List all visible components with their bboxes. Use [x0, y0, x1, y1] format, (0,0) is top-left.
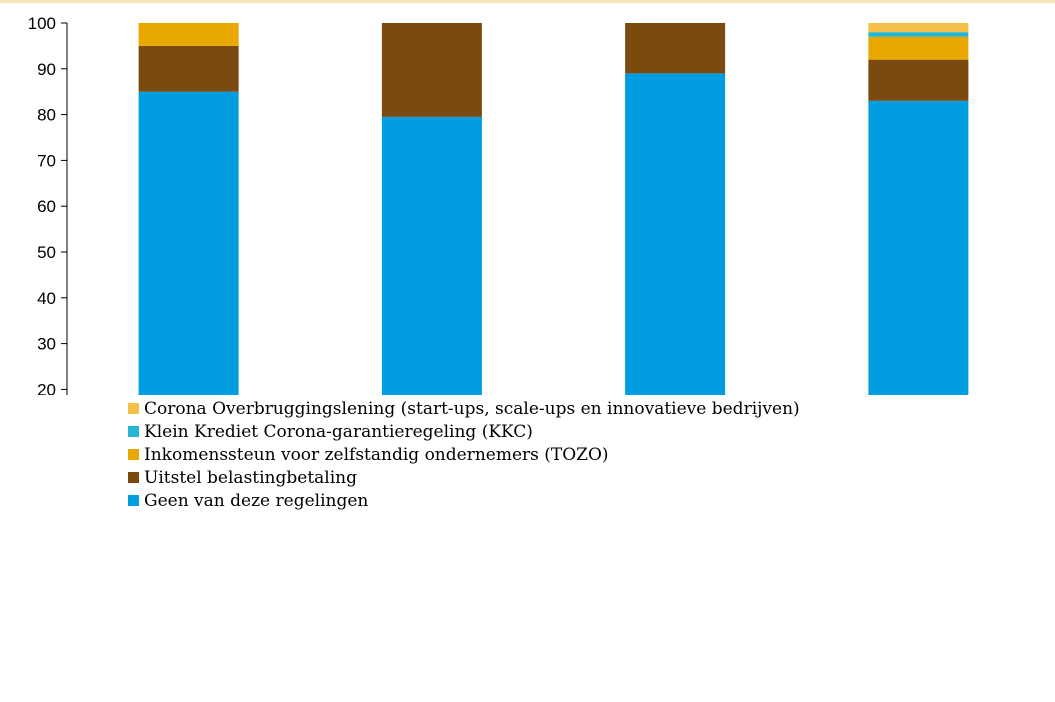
y-tick-label-40: 40 [37, 289, 56, 308]
bar-segment-1-series-2 [138, 45, 239, 92]
legend-item: Geen van deze regelingen [128, 489, 800, 512]
y-tick-label-70: 70 [37, 151, 56, 170]
bar-segment-2-series-2 [381, 23, 482, 117]
legend-item: Corona Overbruggingslening (start-ups, s… [128, 397, 800, 420]
bar-segment-4-series-4 [868, 32, 969, 37]
y-tick-label-80: 80 [37, 106, 56, 125]
top-rule [0, 0, 1055, 3]
legend-item: Inkomenssteun voor zelfstandig onderneme… [128, 443, 800, 466]
legend-label: Geen van deze regelingen [144, 490, 369, 511]
legend-swatch [128, 449, 139, 460]
legend-label: Uitstel belastingbetaling [144, 467, 358, 488]
legend-label: Klein Krediet Corona-garantieregeling (K… [144, 421, 533, 442]
legend-swatch [128, 472, 139, 483]
legend-swatch [128, 495, 139, 506]
axes-layer: 0102030405060708090100Architectenbureaus… [28, 14, 68, 395]
bar-segment-3-series-1 [625, 73, 726, 395]
bar-segment-3-series-2 [625, 23, 726, 74]
legend-item: Uitstel belastingbetaling [128, 466, 800, 489]
bar-segment-4-series-1 [868, 100, 969, 395]
bar-segment-4-series-3 [868, 36, 969, 60]
y-tick-label-30: 30 [37, 335, 56, 354]
legend: Corona Overbruggingslening (start-ups, s… [128, 397, 800, 512]
y-tick-label-90: 90 [37, 60, 56, 79]
bar-segment-4-series-5 [868, 23, 969, 33]
bar-segment-2-series-1 [381, 116, 482, 395]
stacked-bar-chart: 0102030405060708090100Architectenbureaus… [28, 14, 969, 395]
y-tick-label-20: 20 [37, 380, 56, 395]
legend-label: Inkomenssteun voor zelfstandig onderneme… [144, 444, 609, 465]
bars-layer [138, 23, 969, 395]
y-tick-label-100: 100 [28, 14, 56, 33]
bar-segment-1-series-3 [138, 23, 239, 46]
bar-segment-1-series-1 [138, 91, 239, 395]
legend-swatch [128, 426, 139, 437]
legend-label: Corona Overbruggingslening (start-ups, s… [144, 398, 800, 419]
y-tick-label-60: 60 [37, 197, 56, 216]
legend-item: Klein Krediet Corona-garantieregeling (K… [128, 420, 800, 443]
legend-swatch [128, 403, 139, 414]
y-tick-label-50: 50 [37, 243, 56, 262]
bar-segment-4-series-2 [868, 59, 969, 101]
